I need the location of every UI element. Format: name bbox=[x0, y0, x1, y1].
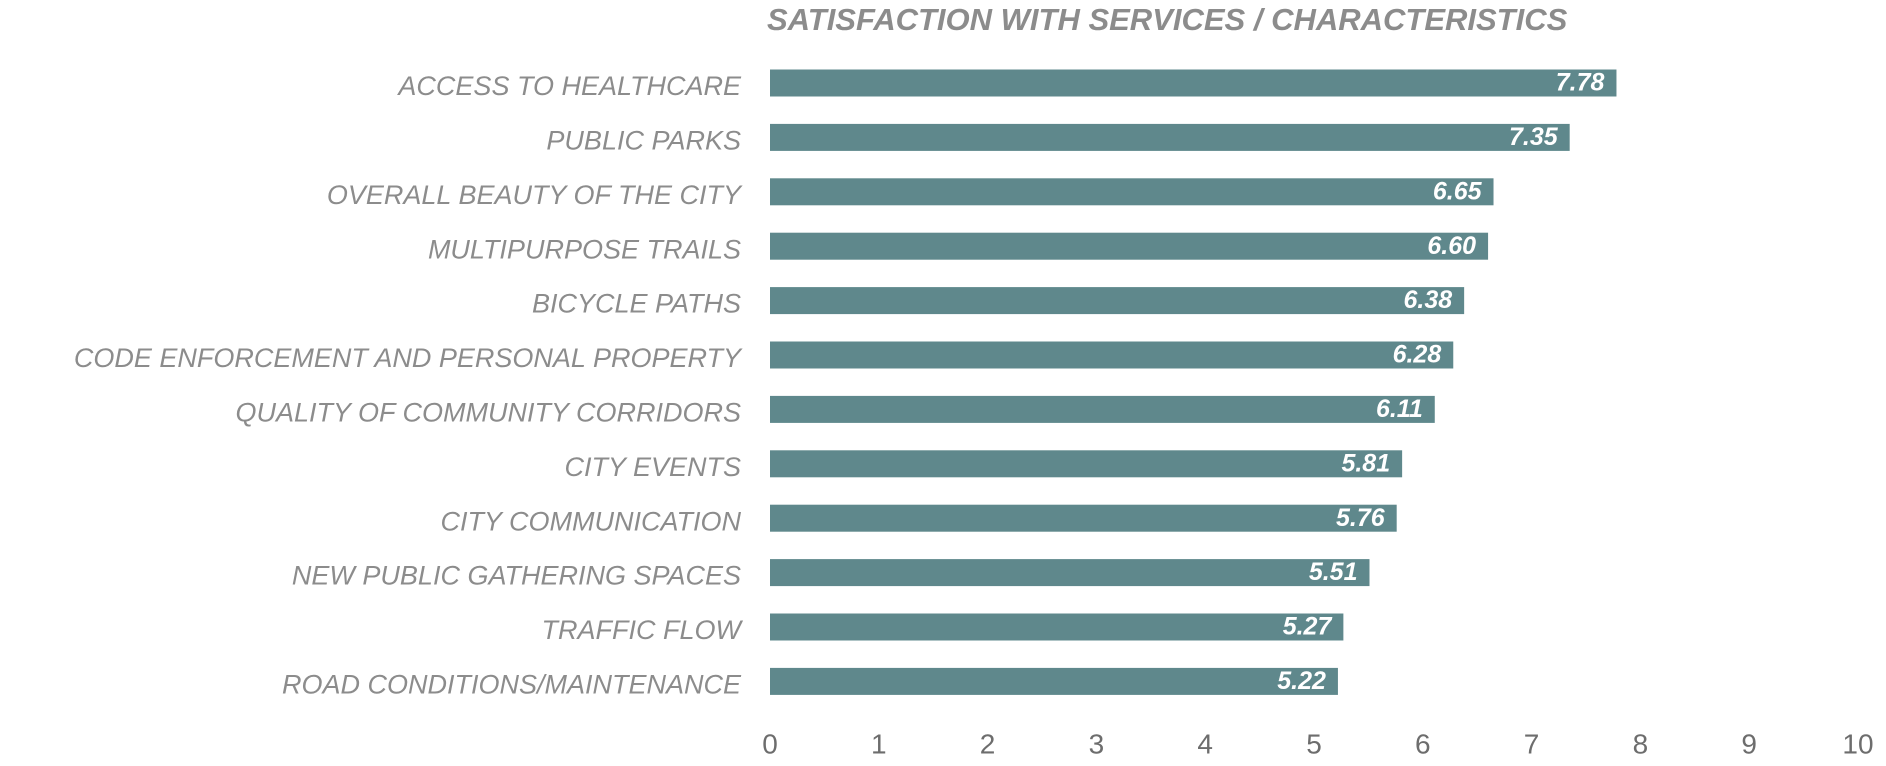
x-tick-label: 6 bbox=[1415, 728, 1431, 759]
x-tick-label: 0 bbox=[762, 728, 778, 759]
bar bbox=[770, 559, 1370, 587]
value-label: 5.76 bbox=[1336, 504, 1386, 532]
x-tick-label: 9 bbox=[1741, 728, 1757, 759]
x-tick-label: 7 bbox=[1524, 728, 1540, 759]
value-label: 6.65 bbox=[1433, 177, 1483, 205]
value-label: 5.51 bbox=[1309, 558, 1358, 586]
category-label: TRAFFIC FLOW bbox=[542, 615, 744, 645]
bar bbox=[770, 232, 1489, 260]
bar bbox=[770, 450, 1403, 478]
category-label: QUALITY OF COMMUNITY CORRIDORS bbox=[235, 398, 741, 428]
chart-title: SATISFACTION WITH SERVICES / CHARACTERIS… bbox=[767, 2, 1568, 37]
x-tick-label: 3 bbox=[1089, 728, 1105, 759]
bar bbox=[770, 287, 1465, 315]
bar bbox=[770, 395, 1435, 423]
value-label: 5.81 bbox=[1341, 449, 1390, 477]
category-label: ROAD CONDITIONS/MAINTENANCE bbox=[282, 670, 742, 700]
category-label: PUBLIC PARKS bbox=[546, 126, 741, 156]
bar bbox=[770, 341, 1454, 369]
x-tick-label: 2 bbox=[980, 728, 996, 759]
value-label: 5.22 bbox=[1277, 667, 1326, 695]
value-label: 6.60 bbox=[1427, 232, 1476, 260]
bar bbox=[770, 69, 1617, 97]
bar bbox=[770, 178, 1494, 206]
category-label: ACCESS TO HEALTHCARE bbox=[396, 71, 742, 101]
category-label: CITY EVENTS bbox=[564, 452, 741, 482]
category-label: CODE ENFORCEMENT AND PERSONAL PROPERTY bbox=[74, 343, 743, 373]
value-label: 6.38 bbox=[1403, 286, 1452, 314]
category-label: NEW PUBLIC GATHERING SPACES bbox=[292, 561, 741, 591]
category-label: CITY COMMUNICATION bbox=[441, 506, 742, 536]
x-tick-label: 5 bbox=[1306, 728, 1322, 759]
x-tick-label: 8 bbox=[1633, 728, 1649, 759]
value-label: 7.78 bbox=[1556, 69, 1605, 97]
value-label: 5.27 bbox=[1283, 613, 1333, 641]
x-tick-label: 1 bbox=[871, 728, 887, 759]
bar bbox=[770, 123, 1570, 151]
bar bbox=[770, 667, 1338, 695]
bar bbox=[770, 613, 1344, 641]
category-label: OVERALL BEAUTY OF THE CITY bbox=[327, 180, 743, 210]
category-label: BICYCLE PATHS bbox=[532, 289, 741, 319]
x-tick-label: 4 bbox=[1197, 728, 1213, 759]
value-label: 6.11 bbox=[1376, 395, 1423, 423]
value-label: 6.28 bbox=[1393, 341, 1442, 369]
bar bbox=[770, 504, 1397, 532]
value-label: 7.35 bbox=[1509, 123, 1559, 151]
x-tick-label: 10 bbox=[1842, 728, 1873, 759]
category-label: MULTIPURPOSE TRAILS bbox=[428, 234, 741, 264]
